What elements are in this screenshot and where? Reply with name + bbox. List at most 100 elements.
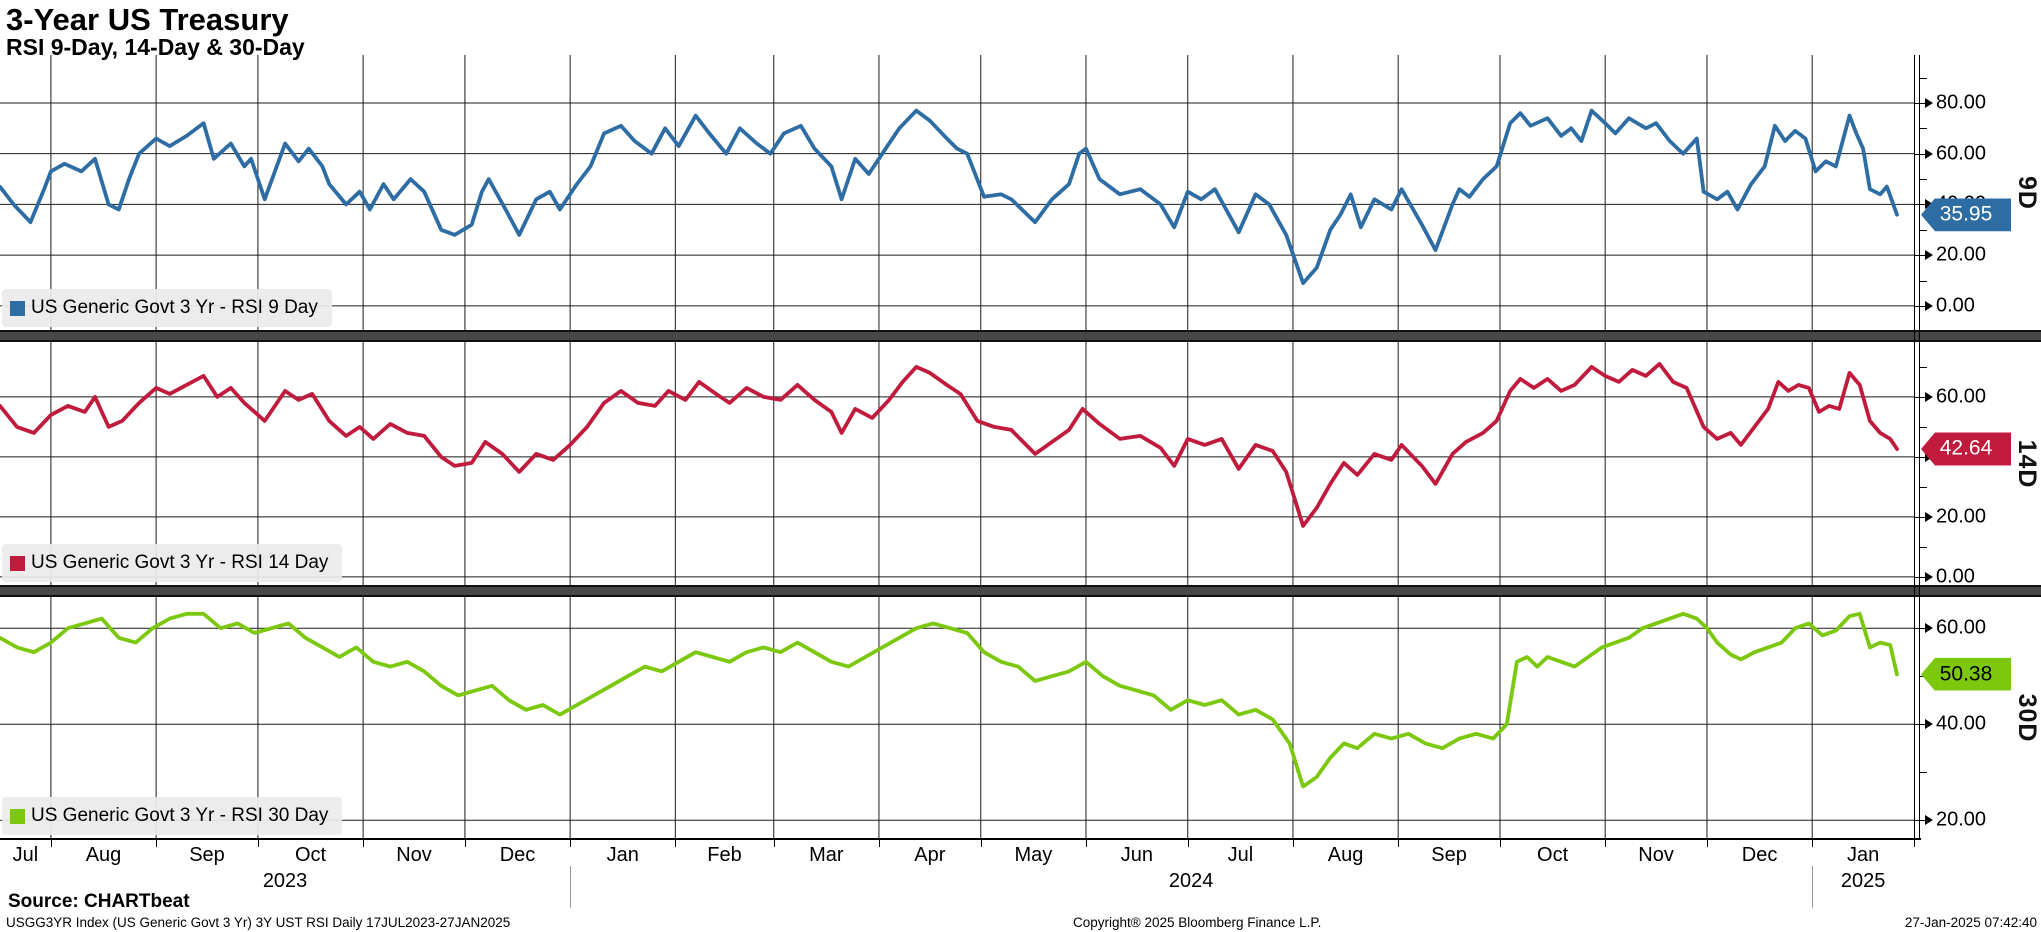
- year-label-2023: 2023: [262, 870, 308, 892]
- month-label-8: Mar: [809, 844, 844, 866]
- panel-canvas-rsi30: [0, 597, 1914, 838]
- month-label-16: Nov: [1638, 844, 1674, 866]
- legend-label-rsi9: US Generic Govt 3 Yr - RSI 9 Day: [31, 297, 318, 318]
- legend-rsi30[interactable]: US Generic Govt 3 Yr - RSI 30 Day: [2, 797, 343, 835]
- panel-separator-2[interactable]: [0, 585, 2041, 597]
- year-divider: [1812, 866, 1814, 908]
- minor-tick: [1920, 179, 1927, 181]
- y-tick-label-rsi30-60: 60.00: [1936, 616, 1987, 639]
- x-tick: [257, 838, 259, 847]
- legend-swatch-rsi14: [10, 555, 25, 571]
- tick-arrow-icon: [1925, 199, 1933, 210]
- minor-tick: [1920, 77, 1927, 79]
- minor-tick: [1920, 280, 1927, 282]
- month-label-7: Feb: [707, 844, 742, 866]
- y-tick-label-rsi14-20: 20.00: [1936, 505, 1987, 528]
- major-tick-line: [1914, 396, 1925, 398]
- last-value-badge-rsi30[interactable]: 50.38: [1921, 657, 2011, 691]
- tick-arrow-icon: [1925, 815, 1933, 826]
- y-tick-label-rsi14-0: 0.00: [1936, 565, 1975, 588]
- last-value-badge-rsi9[interactable]: 35.95: [1921, 198, 2011, 232]
- month-label-18: Jan: [1846, 844, 1880, 866]
- legend-label-rsi30: US Generic Govt 3 Yr - RSI 30 Day: [31, 805, 329, 826]
- minor-tick: [1920, 229, 1927, 231]
- chart-panel-rsi30[interactable]: US Generic Govt 3 Yr - RSI 30 Day: [0, 597, 1914, 838]
- page-title: 3-Year US Treasury: [6, 2, 289, 37]
- chart-panel-rsi9[interactable]: US Generic Govt 3 Yr - RSI 9 Day: [0, 55, 1914, 330]
- ticker-description: USGG3YR Index (US Generic Govt 3 Yr) 3Y …: [6, 915, 511, 930]
- major-tick-line: [1914, 628, 1925, 630]
- x-tick: [1398, 838, 1400, 847]
- minor-tick: [1920, 366, 1927, 368]
- x-tick: [1292, 838, 1294, 847]
- x-axis-labels: Jul Aug Sep Oct Nov Dec Jan Feb Mar Apr May Jun Jul A…: [0, 838, 2041, 908]
- x-tick: [363, 838, 365, 847]
- minor-tick: [1920, 486, 1927, 488]
- x-tick: [1706, 838, 1708, 847]
- rsi14-line[interactable]: [0, 361, 1899, 528]
- right-axis-double-line: [1914, 55, 1920, 838]
- month-label-14: Sep: [1431, 844, 1467, 866]
- major-tick-line: [1914, 255, 1925, 257]
- month-label-3: Oct: [294, 844, 327, 866]
- month-label-9: Apr: [914, 844, 946, 866]
- chart-panel-rsi14[interactable]: US Generic Govt 3 Yr - RSI 14 Day: [0, 342, 1914, 585]
- y-tick-label-rsi14-60: 60.00: [1936, 385, 1987, 408]
- legend-rsi9[interactable]: US Generic Govt 3 Yr - RSI 9 Day: [2, 289, 332, 327]
- panel-axis-label-rsi9: 9D: [2013, 175, 2041, 210]
- y-tick-label-rsi9-0: 0.00: [1936, 294, 1975, 317]
- x-tick: [464, 838, 466, 847]
- month-label-1: Aug: [85, 844, 122, 866]
- month-label-5: Dec: [499, 844, 536, 866]
- x-tick: [50, 838, 52, 847]
- page-subtitle: RSI 9-Day, 14-Day & 30-Day: [6, 34, 305, 60]
- major-tick-line: [1914, 456, 1925, 458]
- tick-arrow-icon: [1925, 97, 1933, 108]
- legend-rsi14[interactable]: US Generic Govt 3 Yr - RSI 14 Day: [2, 544, 343, 582]
- last-value-badge-rsi14[interactable]: 42.64: [1921, 432, 2011, 466]
- tick-arrow-icon: [1925, 511, 1933, 522]
- month-label-6: Jan: [606, 844, 639, 866]
- major-tick-line: [1914, 204, 1925, 206]
- y-tick-label-rsi30-20: 20.00: [1936, 808, 1987, 831]
- y-tick-label-rsi9-60: 60.00: [1936, 142, 1987, 165]
- legend-label-rsi14: US Generic Govt 3 Yr - RSI 14 Day: [31, 552, 329, 573]
- panel-separator-1[interactable]: [0, 330, 2041, 342]
- tick-arrow-icon: [1925, 391, 1933, 402]
- tick-arrow-icon: [1925, 623, 1933, 634]
- month-label-11: Jun: [1120, 844, 1153, 866]
- minor-tick: [1920, 546, 1927, 548]
- minor-tick: [1920, 128, 1927, 130]
- x-tick: [1085, 838, 1087, 847]
- rsi30-line[interactable]: [0, 611, 1899, 789]
- major-tick-line: [1914, 516, 1925, 518]
- panel-canvas-rsi14: [0, 342, 1914, 585]
- x-axis-line: [0, 838, 1921, 840]
- major-tick-line: [1914, 102, 1925, 104]
- month-label-13: Aug: [1327, 844, 1364, 866]
- x-tick-right-edge: [1914, 838, 1915, 847]
- month-label-12: Jul: [1227, 844, 1254, 866]
- y-tick-label-rsi30-40: 40.00: [1936, 712, 1987, 735]
- source-note: Source: CHARTbeat: [8, 891, 190, 912]
- x-tick: [1499, 838, 1501, 847]
- panel-axis-label-rsi30: 30D: [2013, 693, 2041, 742]
- major-tick-line: [1914, 820, 1925, 822]
- copyright-text: Copyright® 2025 Bloomberg Finance L.P.: [1073, 915, 1322, 930]
- tick-arrow-icon: [1925, 300, 1933, 311]
- x-tick: [1187, 838, 1189, 847]
- month-label-10: May: [1014, 844, 1053, 866]
- tick-arrow-icon: [1925, 250, 1933, 261]
- month-label-2: Sep: [189, 844, 225, 866]
- year-label-2024: 2024: [1168, 870, 1214, 892]
- tick-arrow-icon: [1925, 148, 1933, 159]
- month-label-0: Jul: [12, 844, 39, 866]
- rsi9-line[interactable]: [0, 108, 1899, 286]
- x-tick: [1605, 838, 1607, 847]
- x-tick: [570, 838, 572, 847]
- x-tick: [980, 838, 982, 847]
- x-tick: [156, 838, 158, 847]
- tick-arrow-icon: [1925, 719, 1933, 730]
- month-label-17: Dec: [1741, 844, 1778, 866]
- x-tick: [773, 838, 775, 847]
